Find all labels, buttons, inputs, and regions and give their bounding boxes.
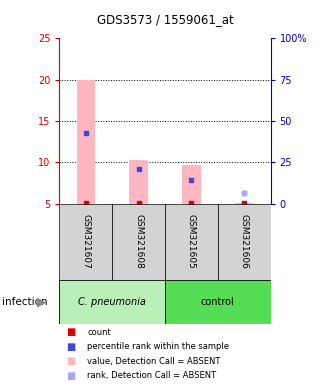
- Text: GSM321608: GSM321608: [134, 215, 143, 269]
- Text: C. pneumonia: C. pneumonia: [78, 297, 146, 308]
- Bar: [235, 203, 253, 204]
- Text: ■: ■: [66, 342, 75, 352]
- Bar: [112, 204, 165, 280]
- Bar: [77, 79, 95, 204]
- Bar: [218, 204, 271, 280]
- Text: GSM321606: GSM321606: [240, 215, 249, 269]
- Text: rank, Detection Call = ABSENT: rank, Detection Call = ABSENT: [87, 371, 216, 381]
- Bar: [165, 280, 271, 324]
- Text: GSM321605: GSM321605: [187, 215, 196, 269]
- Text: value, Detection Call = ABSENT: value, Detection Call = ABSENT: [87, 357, 221, 366]
- Text: percentile rank within the sample: percentile rank within the sample: [87, 342, 229, 351]
- Text: infection: infection: [2, 297, 47, 308]
- Text: control: control: [201, 297, 235, 308]
- Text: ■: ■: [66, 371, 75, 381]
- Bar: [59, 280, 165, 324]
- Text: GDS3573 / 1559061_at: GDS3573 / 1559061_at: [97, 13, 233, 26]
- Bar: [129, 160, 148, 204]
- Bar: [165, 204, 218, 280]
- Text: count: count: [87, 328, 111, 337]
- Text: ▶: ▶: [37, 296, 47, 309]
- Bar: [59, 204, 112, 280]
- Text: ■: ■: [66, 327, 75, 337]
- Text: ■: ■: [66, 356, 75, 366]
- Text: GSM321607: GSM321607: [81, 215, 90, 269]
- Bar: [182, 165, 201, 204]
